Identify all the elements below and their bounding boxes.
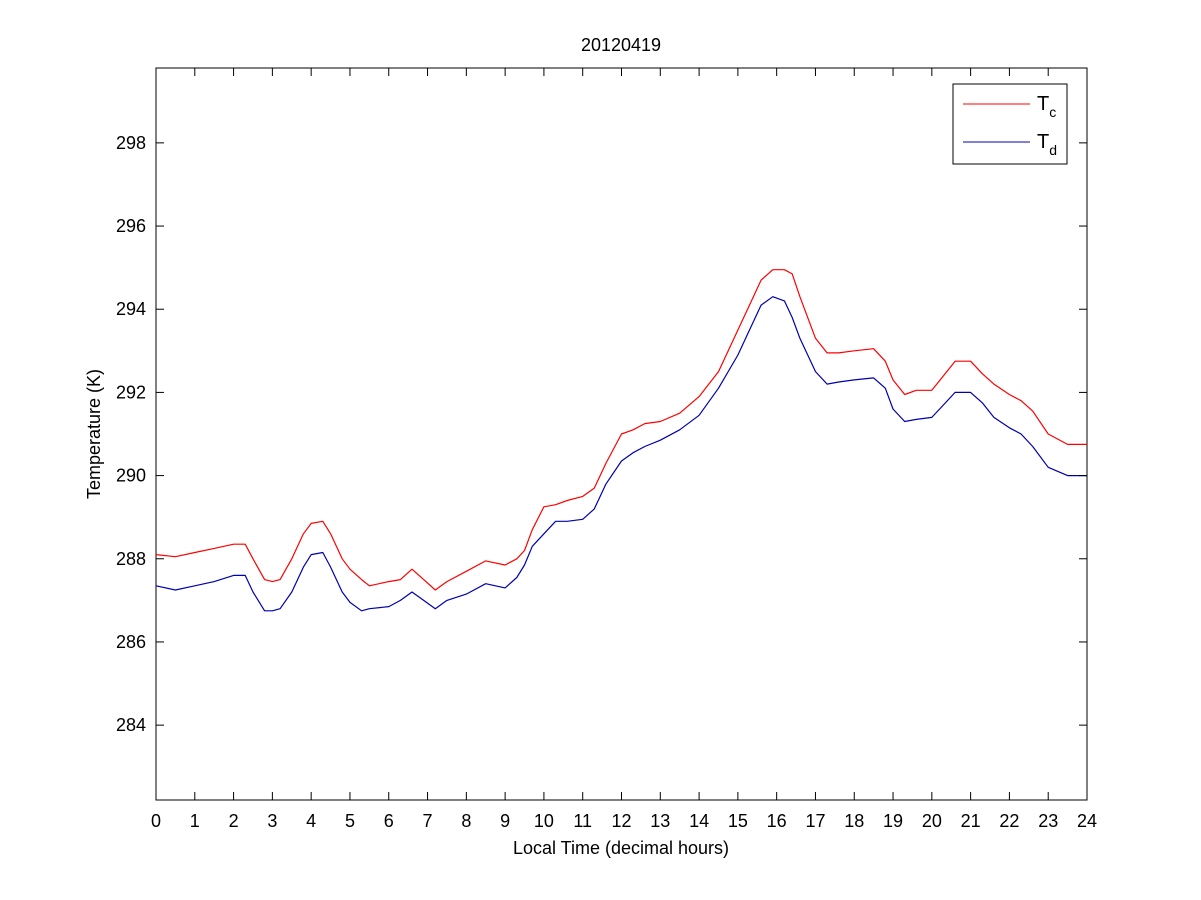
x-tick-label: 20 — [922, 811, 942, 831]
y-tick-label: 296 — [116, 216, 146, 236]
x-tick-label: 21 — [961, 811, 981, 831]
legend-label-td: Td — [1037, 131, 1057, 158]
legend-label-td-sub: d — [1049, 142, 1057, 158]
x-tick-label: 16 — [767, 811, 787, 831]
x-tick-label: 2 — [229, 811, 239, 831]
x-axis-ticks: 0 1 2 3 4 5 6 7 8 9 10 11 12 13 14 15 16 17 18 19 20 21 22 23 24 — [151, 68, 1097, 831]
x-tick-label: 9 — [500, 811, 510, 831]
y-tick-label: 284 — [116, 715, 146, 735]
legend-label-tc: Tc — [1037, 93, 1056, 120]
legend-box — [952, 83, 1068, 165]
y-tick-label: 290 — [116, 466, 146, 486]
y-tick-label: 288 — [116, 549, 146, 569]
x-tick-label: 13 — [650, 811, 670, 831]
x-tick-label: 14 — [689, 811, 709, 831]
x-axis-label: Local Time (decimal hours) — [513, 838, 729, 858]
x-tick-label: 10 — [534, 811, 554, 831]
x-tick-label: 7 — [423, 811, 433, 831]
legend: Tc Td — [952, 83, 1068, 165]
y-tick-label: 286 — [116, 632, 146, 652]
x-tick-label: 4 — [306, 811, 316, 831]
x-tick-label: 15 — [728, 811, 748, 831]
y-tick-label: 292 — [116, 382, 146, 402]
legend-label-td-base: T — [1037, 131, 1049, 153]
y-axis-label: Temperature (K) — [84, 369, 104, 499]
x-tick-label: 17 — [805, 811, 825, 831]
series-line-tc — [155, 269, 1087, 591]
x-tick-label: 18 — [844, 811, 864, 831]
x-tick-label: 1 — [190, 811, 200, 831]
series-layer — [155, 269, 1087, 612]
series-line-td — [155, 296, 1087, 612]
x-tick-label: 24 — [1077, 811, 1097, 831]
legend-label-tc-base: T — [1037, 93, 1049, 115]
x-tick-label: 8 — [461, 811, 471, 831]
x-tick-label: 19 — [883, 811, 903, 831]
x-tick-label: 3 — [267, 811, 277, 831]
y-tick-label: 294 — [116, 299, 146, 319]
x-tick-label: 6 — [384, 811, 394, 831]
x-tick-label: 12 — [611, 811, 631, 831]
x-tick-label: 22 — [999, 811, 1019, 831]
legend-label-tc-sub: c — [1049, 104, 1056, 120]
y-tick-label: 298 — [116, 133, 146, 153]
x-tick-label: 23 — [1038, 811, 1058, 831]
y-axis-ticks: 284 286 288 290 292 294 296 298 — [116, 133, 1087, 735]
chart-title: 20120419 — [581, 35, 661, 55]
x-tick-label: 5 — [345, 811, 355, 831]
x-tick-label: 11 — [573, 811, 592, 831]
x-tick-label: 0 — [151, 811, 161, 831]
